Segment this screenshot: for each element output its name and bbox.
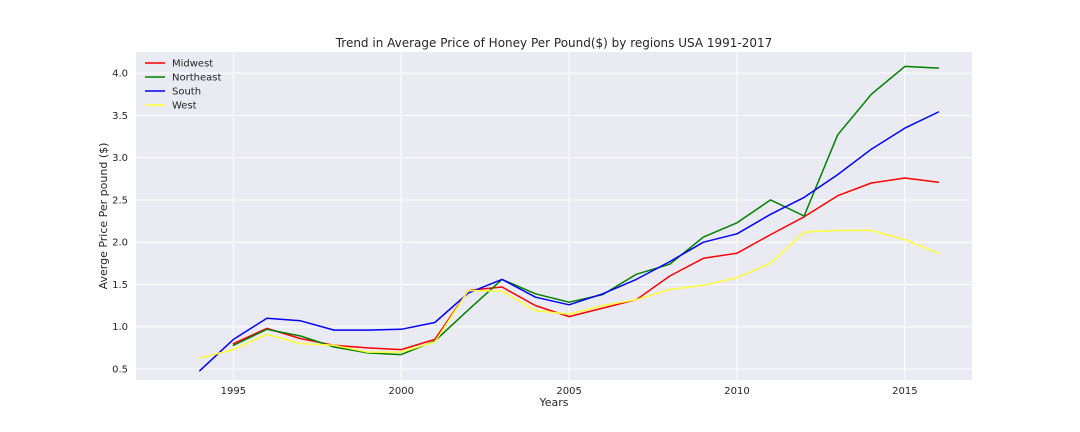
x-tick-label: 1995 bbox=[221, 386, 246, 397]
y-tick-label: 3.0 bbox=[112, 153, 128, 164]
series-line-midwest bbox=[232, 177, 940, 351]
series-line-south bbox=[199, 111, 940, 372]
grid bbox=[136, 52, 972, 380]
series-lines bbox=[199, 65, 940, 372]
y-tick-label: 1.5 bbox=[112, 280, 128, 291]
y-axis-label: Averge Price Per pound ($) bbox=[97, 143, 110, 290]
legend-label-south: South bbox=[172, 87, 201, 98]
y-tick-label: 3.5 bbox=[112, 111, 128, 122]
x-tick-label: 2015 bbox=[892, 386, 917, 397]
legend-label-northeast: Northeast bbox=[172, 73, 221, 84]
x-axis-label: Years bbox=[538, 396, 568, 409]
y-tick-labels: 0.5 1.0 1.5 2.0 2.5 3.0 3.5 4.0 bbox=[112, 69, 128, 376]
y-tick-label: 4.0 bbox=[112, 69, 128, 80]
series-line-northeast bbox=[232, 65, 940, 356]
x-tick-label: 2000 bbox=[389, 386, 414, 397]
y-tick-label: 2.0 bbox=[112, 238, 128, 249]
x-tick-label: 2010 bbox=[724, 386, 749, 397]
y-tick-label: 0.5 bbox=[112, 365, 128, 376]
legend-label-west: West bbox=[172, 101, 197, 112]
y-tick-label: 1.0 bbox=[112, 322, 128, 333]
legend-label-midwest: Midwest bbox=[172, 59, 213, 70]
x-tick-labels: 1995 2000 2005 2010 2015 bbox=[221, 386, 918, 397]
series-line-west bbox=[199, 229, 940, 359]
legend: Midwest Northeast South West bbox=[145, 59, 221, 112]
y-tick-label: 2.5 bbox=[112, 195, 128, 206]
plot-background bbox=[136, 52, 972, 380]
chart-title: Trend in Average Price of Honey Per Poun… bbox=[335, 36, 773, 50]
x-tick-label: 2005 bbox=[556, 386, 581, 397]
